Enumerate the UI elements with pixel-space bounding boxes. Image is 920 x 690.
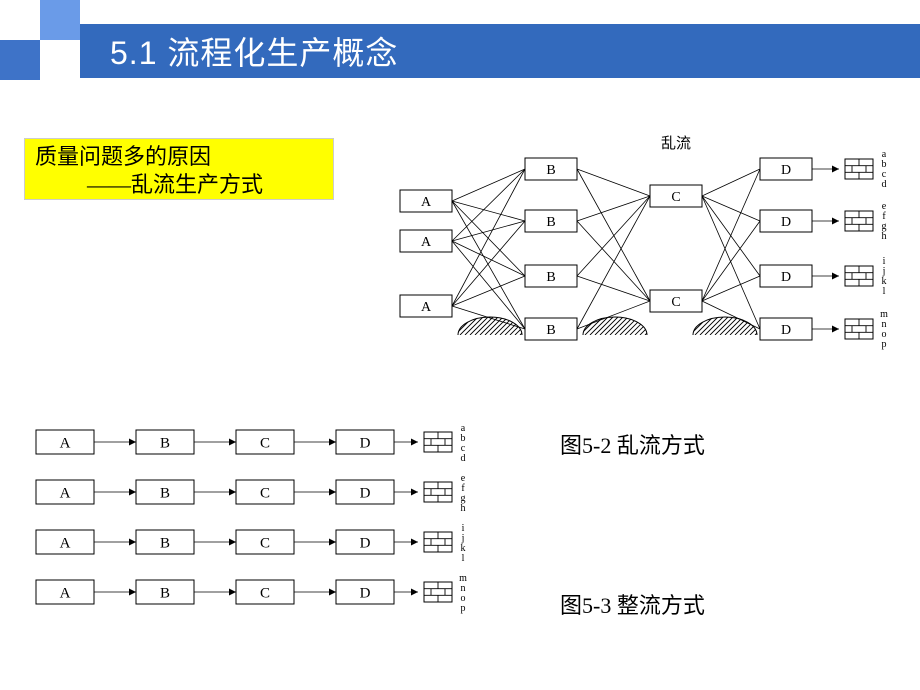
header-accent: [0, 0, 80, 78]
svg-text:B: B: [546, 215, 555, 230]
svg-text:D: D: [360, 485, 371, 501]
svg-text:D: D: [360, 435, 371, 451]
svg-text:C: C: [260, 585, 270, 601]
svg-text:C: C: [260, 435, 270, 451]
svg-text:B: B: [160, 435, 170, 451]
svg-text:D: D: [360, 535, 371, 551]
svg-text:A: A: [421, 300, 432, 315]
svg-text:B: B: [160, 485, 170, 501]
caption-fig-5-3: 图5-3 整流方式: [560, 588, 705, 620]
svg-text:D: D: [781, 270, 791, 285]
svg-text:C: C: [671, 295, 680, 310]
svg-text:A: A: [60, 485, 71, 501]
svg-text:D: D: [781, 163, 791, 178]
caption-fig-5-2: 图5-2 乱流方式: [560, 428, 705, 460]
svg-text:A: A: [421, 195, 432, 210]
svg-text:乱流: 乱流: [661, 135, 691, 152]
svg-text:A: A: [421, 235, 432, 250]
svg-text:D: D: [781, 215, 791, 230]
highlight-box: 质量问题多的原因 ——乱流生产方式: [24, 138, 334, 200]
slide-title: 5.1 流程化生产概念: [80, 24, 920, 78]
svg-text:B: B: [546, 163, 555, 178]
svg-text:B: B: [160, 585, 170, 601]
svg-text:C: C: [260, 485, 270, 501]
svg-text:C: C: [260, 535, 270, 551]
svg-text:A: A: [60, 435, 71, 451]
svg-text:C: C: [671, 190, 680, 205]
svg-text:D: D: [360, 585, 371, 601]
highlight-line1: 质量问题多的原因: [35, 143, 323, 171]
turbulent-flow-diagram: 乱流 A A A B B B B C C D D D D: [360, 130, 900, 360]
slide-header: 5.1 流程化生产概念: [0, 0, 920, 78]
svg-text:B: B: [546, 270, 555, 285]
svg-text:B: B: [160, 535, 170, 551]
linear-flow-diagram: A B C D A B C D A B C D A B C D: [16, 410, 466, 620]
svg-text:A: A: [60, 585, 71, 601]
highlight-line2: ——乱流生产方式: [35, 171, 323, 199]
svg-text:B: B: [546, 323, 555, 338]
svg-text:D: D: [781, 323, 791, 338]
svg-text:A: A: [60, 535, 71, 551]
